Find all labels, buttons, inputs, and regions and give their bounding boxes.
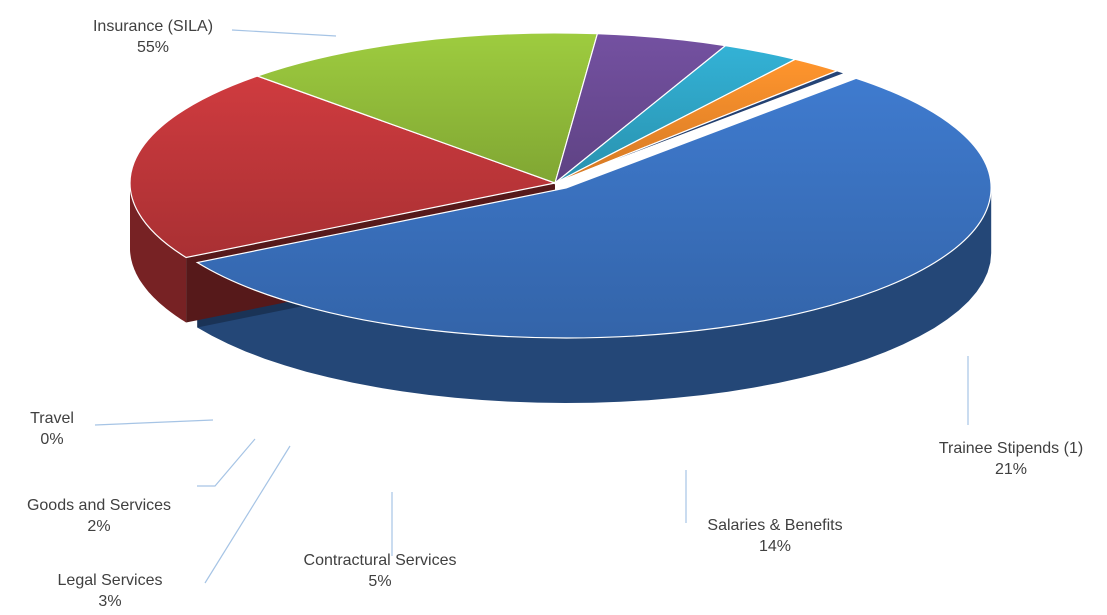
slice-name: Salaries & Benefits [707, 517, 843, 534]
slice-2 [255, 32, 599, 184]
slice-percent: 0% [40, 431, 64, 448]
slice-6 [554, 70, 847, 184]
slice-label-salaries-benefits: Salaries & Benefits 14% [707, 515, 842, 557]
slice-side-1 [130, 183, 187, 323]
slice-label-contractural-services: Contractural Services 5% [304, 550, 457, 592]
slice-side-0 [197, 188, 992, 403]
slice-percent: 5% [368, 573, 392, 590]
pie-body [129, 32, 992, 403]
leader-line-4 [204, 445, 291, 584]
slice-name: Trainee Stipends (1) [938, 440, 1084, 457]
slice-percent: 3% [98, 593, 122, 610]
slice-percent: 14% [758, 538, 792, 555]
slice-name: Contractural Services [303, 552, 457, 569]
slice-name: Travel [30, 410, 74, 427]
leader-line-0 [231, 29, 337, 37]
slice-name: Legal Services [57, 572, 163, 589]
slice-percent: 55% [136, 39, 170, 56]
slice-label-insurance: Insurance (SILA) 55% [93, 16, 213, 58]
slice-name: Insurance (SILA) [92, 18, 214, 35]
slice-percent: 2% [87, 518, 111, 535]
slice-label-travel: Travel 0% [30, 408, 74, 450]
slice-0 [195, 77, 992, 339]
slice-label-goods-and-services: Goods and Services 2% [27, 495, 171, 537]
leader-line-6 [94, 419, 214, 426]
slice-label-legal-services: Legal Services 3% [58, 570, 163, 612]
slice-name: Goods and Services [26, 497, 172, 514]
leader-line-5 [197, 438, 256, 487]
slice-1 [129, 75, 558, 259]
leader-lines [94, 29, 969, 584]
slice-label-trainee-stipends: Trainee Stipends (1) 21% [939, 438, 1083, 480]
slice-percent: 21% [994, 461, 1028, 478]
